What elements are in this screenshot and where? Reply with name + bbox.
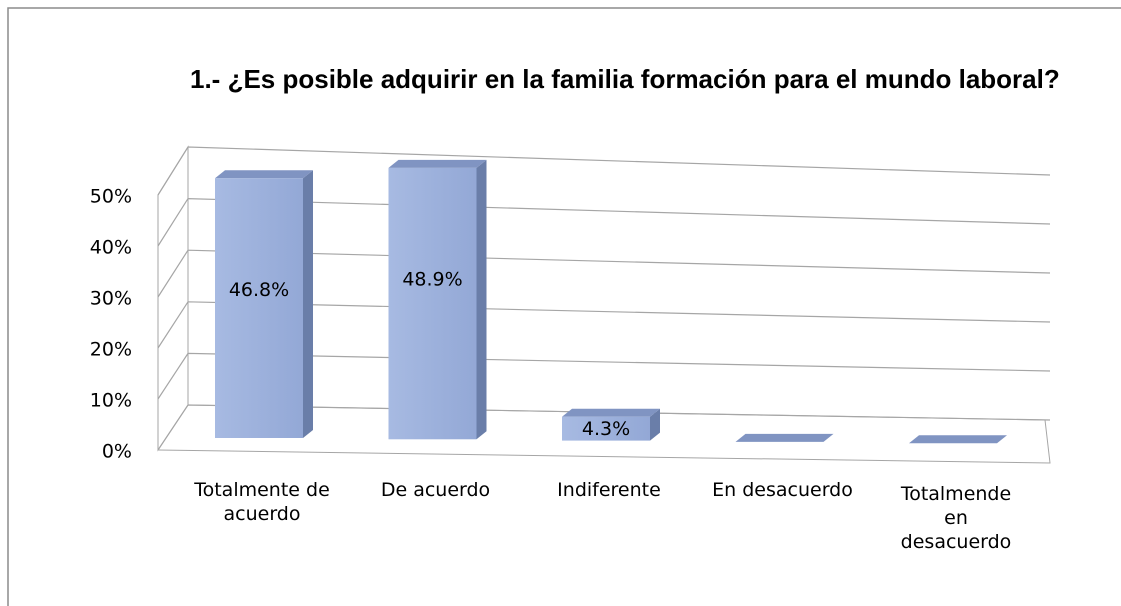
bar xyxy=(215,178,303,438)
grid-line xyxy=(157,352,1051,400)
x-tick-label: Indiferente xyxy=(557,479,661,501)
grid-line xyxy=(157,249,1051,298)
data-label: 48.9% xyxy=(402,268,462,290)
bar-top xyxy=(562,408,660,417)
bar-top xyxy=(909,435,1007,444)
bar xyxy=(562,416,650,441)
x-tick-label: En desacuerdo xyxy=(712,479,853,501)
bar-side xyxy=(650,408,660,441)
grid-line xyxy=(157,404,1051,451)
bar xyxy=(388,167,477,440)
bar-top xyxy=(735,433,834,442)
y-tick-label: 20% xyxy=(90,339,132,361)
y-tick-label: 10% xyxy=(90,390,132,412)
grid-line xyxy=(157,301,1051,349)
frame xyxy=(7,7,1121,606)
y-tick-label: 30% xyxy=(90,288,132,310)
x-tick-label: De acuerdo xyxy=(380,479,491,501)
data-label: 4.3% xyxy=(582,418,630,440)
x-tick-label: Totalmente de acuerdo xyxy=(194,479,330,525)
y-tick-label: 0% xyxy=(102,441,132,463)
bar-top xyxy=(215,170,313,179)
x-tick-label: Totalmende en desacuerdo xyxy=(900,483,1012,553)
bar-side xyxy=(303,170,313,438)
data-label: 46.8% xyxy=(229,279,289,301)
grid-line xyxy=(157,146,1051,196)
wall-edge xyxy=(157,145,189,452)
y-tick-label: 40% xyxy=(90,237,132,259)
bar-top xyxy=(388,159,487,168)
y-tick-label: 50% xyxy=(90,186,132,208)
grid-line xyxy=(157,197,1051,247)
bar-side xyxy=(476,159,487,440)
chart-title: 1.- ¿Es posible adquirir en la familia f… xyxy=(190,64,1060,94)
